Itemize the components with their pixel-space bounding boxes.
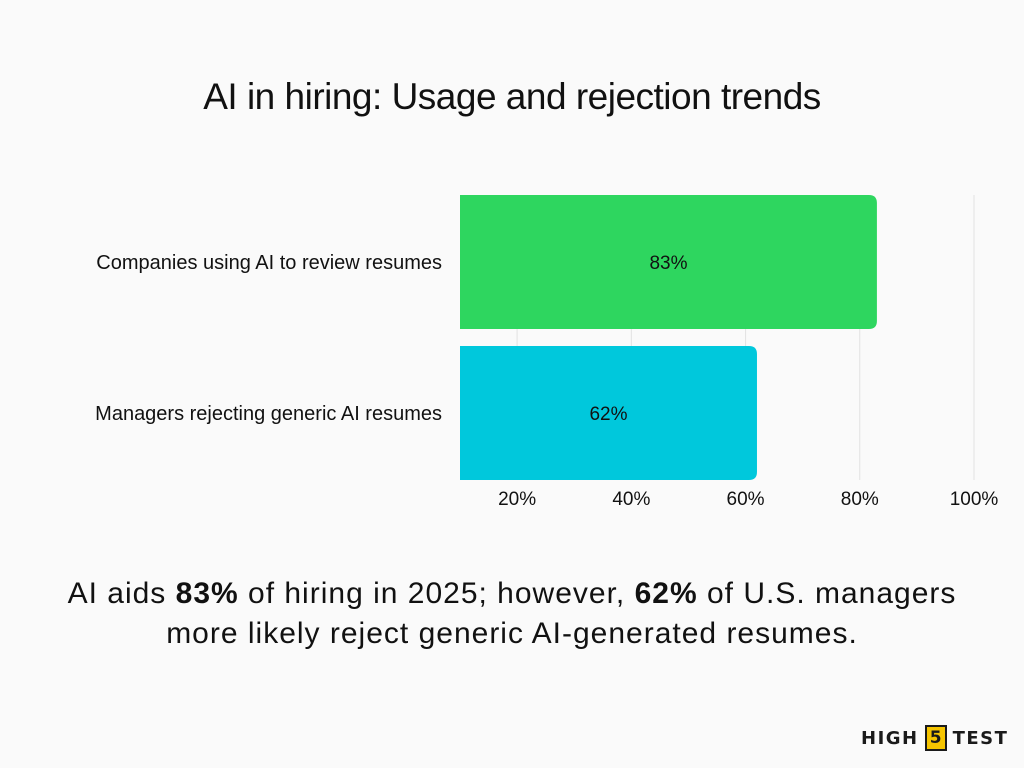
- bar-2: [460, 346, 757, 480]
- logo-text-right: TEST: [952, 727, 1009, 749]
- category-label: Managers rejecting generic AI resumes: [95, 403, 442, 425]
- chart-title: AI in hiring: Usage and rejection trends: [203, 76, 821, 117]
- bar-value-label: 83%: [649, 253, 687, 274]
- logo-five-box: 5: [924, 725, 947, 751]
- x-tick-label: 20%: [498, 489, 536, 510]
- bar-1: [460, 195, 877, 329]
- bar-chart: 83% 62% Companies using AI to review resu…: [95, 195, 998, 510]
- bars: 83% 62%: [460, 195, 877, 480]
- x-tick-label: 60%: [727, 489, 765, 510]
- x-axis-ticks: 20% 40% 60% 80% 100%: [498, 489, 998, 510]
- bar-value-label: 62%: [589, 404, 627, 425]
- x-tick-label: 100%: [950, 489, 999, 510]
- x-tick-label: 80%: [841, 489, 879, 510]
- x-tick-label: 40%: [612, 489, 650, 510]
- logo-text-left: HIGH: [861, 727, 919, 749]
- caption-highlight-1: 83%: [175, 577, 239, 610]
- summary-caption: AI aids 83% of hiring in 2025; however, …: [60, 574, 964, 654]
- category-label: Companies using AI to review resumes: [96, 252, 442, 274]
- caption-text-1: AI aids: [67, 577, 176, 610]
- caption-highlight-2: 62%: [634, 577, 698, 610]
- caption-text-2: of hiring in 2025; however,: [238, 577, 635, 610]
- brand-logo: HIGH 5 TEST: [861, 724, 1008, 752]
- category-labels: Companies using AI to review resumes Mana…: [95, 252, 442, 425]
- caption-text-3: of U.S. managers more likely reject gene…: [166, 577, 957, 650]
